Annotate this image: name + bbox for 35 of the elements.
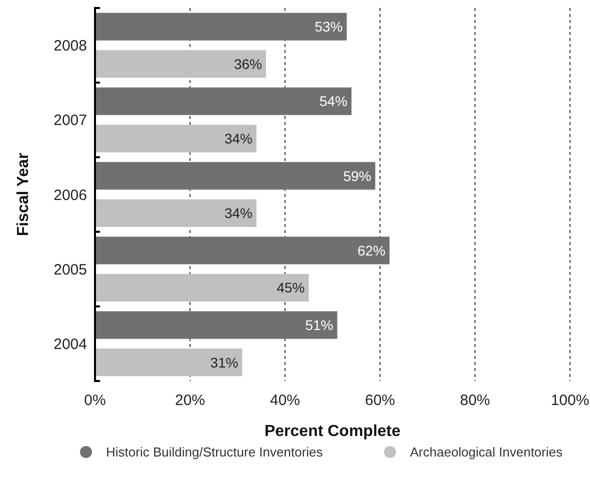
bar	[95, 124, 256, 152]
x-tick-label: 20%	[174, 392, 206, 409]
legend-label: Historic Building/Structure Inventories	[106, 444, 324, 460]
bar	[95, 87, 352, 116]
data-label: 54%	[319, 93, 348, 110]
x-tick-label: 60%	[364, 392, 396, 409]
bar	[95, 274, 309, 302]
y-tick-label: 2005	[54, 261, 87, 278]
data-label: 45%	[276, 280, 305, 296]
data-label: 59%	[343, 168, 372, 184]
x-tick-label: 80%	[460, 392, 490, 409]
data-label: 53%	[314, 18, 343, 35]
bar	[95, 311, 338, 339]
y-tick-label: 2006	[54, 186, 87, 204]
bar	[95, 50, 266, 78]
x-tick-label: 40%	[270, 392, 300, 409]
data-label: 31%	[210, 354, 238, 370]
y-tick-label: 2008	[54, 38, 87, 55]
y-tick-label: 2004	[54, 336, 87, 353]
data-label: 34%	[224, 130, 252, 146]
legend-label: Archaeological Inventories	[410, 444, 563, 460]
x-axis-title: Percent Complete	[264, 423, 401, 440]
x-tick-label: 100%	[550, 392, 590, 409]
bar	[95, 12, 347, 40]
bar	[95, 162, 376, 190]
bar	[95, 236, 390, 264]
y-tick-label: 2007	[54, 112, 87, 130]
bar	[95, 199, 256, 227]
data-label: 34%	[224, 205, 252, 222]
data-label: 51%	[305, 316, 334, 333]
x-tick-label: 0%	[84, 392, 106, 409]
data-label: 62%	[357, 242, 386, 258]
y-axis-title: Fiscal Year	[15, 152, 32, 236]
bar	[95, 348, 242, 376]
data-label: 36%	[234, 56, 262, 72]
